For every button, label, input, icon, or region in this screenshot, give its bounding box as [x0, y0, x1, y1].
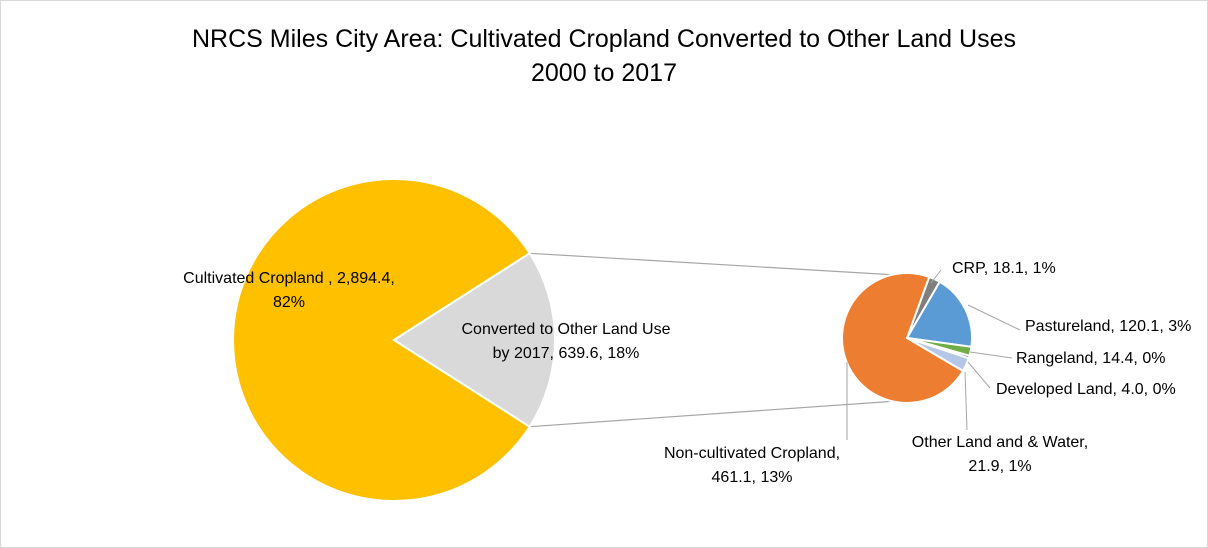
- connector-lines: [529, 252, 898, 428]
- main-slice-cultivated-cropland: [232, 178, 532, 502]
- leader-line-rangeland: [969, 351, 1013, 359]
- label-pastureland: Pastureland, 120.1, 3%: [1025, 318, 1191, 335]
- main-slice-converted-to-other-land-use-by-2017: [392, 251, 557, 429]
- label-other-line1: Other Land and & Water,: [912, 434, 1088, 451]
- label-cultivated-line2: 82%: [273, 294, 305, 311]
- chart-subtitle: 2000 to 2017: [531, 59, 677, 87]
- label-developed: Developed Land, 4.0, 0%: [996, 381, 1176, 398]
- connector-line-bottom: [529, 400, 898, 428]
- chart-title: NRCS Miles City Area: Cultivated Croplan…: [192, 25, 1016, 53]
- label-other-line2: 21.9, 1%: [968, 458, 1031, 475]
- label-noncultivated-line1: Non-cultivated Cropland,: [664, 445, 840, 462]
- data-labels: Cultivated Cropland , 2,894.4, 82% Conve…: [183, 260, 1191, 486]
- main-pie: [232, 178, 557, 502]
- label-cultivated-line1: Cultivated Cropland , 2,894.4,: [183, 270, 395, 287]
- leader-lines: [846, 269, 1021, 440]
- leader-line-developed: [967, 361, 991, 389]
- label-converted-line2: by 2017, 639.6, 18%: [493, 345, 640, 362]
- label-crp: CRP, 18.1, 1%: [952, 260, 1056, 277]
- leader-line-crp: [930, 269, 942, 284]
- secondary-pie: [841, 272, 973, 404]
- label-rangeland: Rangeland, 14.4, 0%: [1016, 350, 1165, 367]
- connector-line-top: [529, 252, 898, 276]
- leader-line-pastureland: [967, 304, 1021, 331]
- label-noncultivated-line2: 461.1, 13%: [712, 469, 793, 486]
- leader-line-other: [964, 371, 968, 431]
- label-converted-line1: Converted to Other Land Use: [461, 321, 670, 338]
- chart-title-block: NRCS Miles City Area: Cultivated Croplan…: [0, 22, 1208, 90]
- secondary-slice-non-cultivated-cropland: [841, 272, 965, 404]
- secondary-slice-pastureland: [905, 280, 973, 348]
